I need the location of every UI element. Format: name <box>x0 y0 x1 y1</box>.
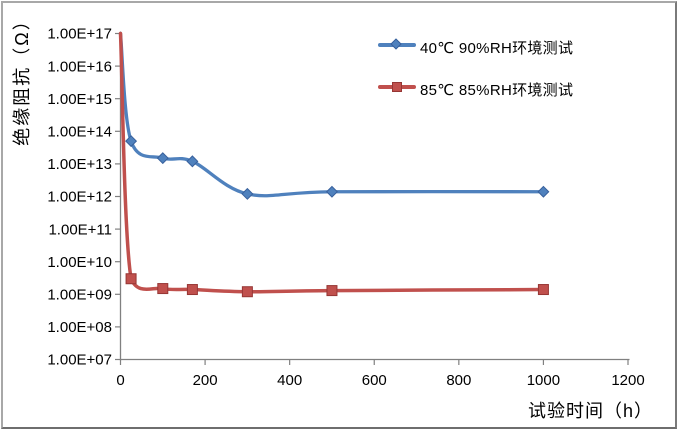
legend-label: 40℃ 90%RH环境测试 <box>420 40 574 57</box>
legend-diamond-marker-icon <box>390 38 402 50</box>
data-point-marker <box>186 284 198 296</box>
x-axis-tick-label: 1000 <box>527 372 560 389</box>
data-point-marker <box>325 185 338 198</box>
series-line-1 <box>118 31 546 294</box>
y-axis-tick-label: 1.00E+12 <box>47 189 112 206</box>
y-axis-tick-label: 1.00E+13 <box>47 156 112 173</box>
y-axis-tick-label: 1.00E+11 <box>48 221 112 238</box>
x-axis-tick-label: 800 <box>446 372 471 389</box>
data-point-marker <box>125 135 138 148</box>
x-axis-tick-label: 400 <box>277 372 302 389</box>
x-axis-tick-label: 1200 <box>611 372 644 389</box>
legend-item-40c-90rh: 40℃ 90%RH环境测试 <box>378 36 578 57</box>
y-axis-tick-label: 1.00E+08 <box>47 319 112 336</box>
legend-square-marker-icon <box>392 82 402 92</box>
legend-label: 85℃ 85%RH环境测试 <box>420 82 574 99</box>
data-point-marker <box>326 285 338 297</box>
data-point-marker <box>156 152 169 165</box>
y-axis-tick-label: 1.00E+17 <box>47 26 112 43</box>
y-axis-tick-label: 1.00E+14 <box>47 124 112 141</box>
data-point-marker <box>157 283 169 295</box>
legend-item-85c-85rh: 85℃ 85%RH环境测试 <box>378 78 578 99</box>
y-axis-tick-label: 1.00E+10 <box>47 254 112 271</box>
y-axis-tick-label: 1.00E+09 <box>47 287 112 304</box>
x-axis-tick-label: 600 <box>362 372 387 389</box>
y-axis-tick-label: 1.00E+15 <box>47 91 112 108</box>
y-axis-tick-label: 1.00E+16 <box>47 58 112 75</box>
data-point-marker <box>125 273 137 285</box>
data-point-marker <box>241 187 254 200</box>
y-axis-title: 绝缘阻抗（Ω） <box>12 10 32 146</box>
data-point-marker <box>241 286 253 298</box>
data-point-marker <box>537 284 549 296</box>
x-axis-tick-label: 200 <box>193 372 218 389</box>
data-point-marker <box>186 155 199 168</box>
x-axis-tick-label: 0 <box>116 372 124 389</box>
data-point-marker <box>537 185 550 198</box>
y-axis-tick-label: 1.00E+07 <box>47 352 112 369</box>
x-axis-title: 试验时间（h） <box>528 401 654 421</box>
